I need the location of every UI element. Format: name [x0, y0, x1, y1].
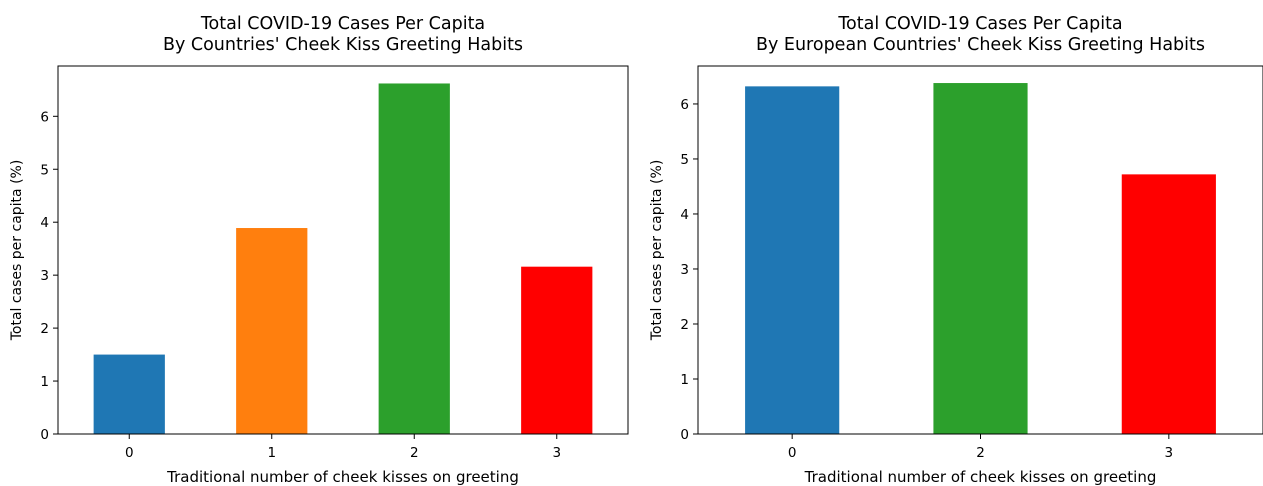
chart-title-line: Total COVID-19 Cases Per Capita: [837, 14, 1122, 34]
bar-3: [521, 266, 593, 434]
axes-frame: [697, 65, 1263, 435]
bar-2: [378, 83, 450, 434]
x-tick-label: 3: [1165, 445, 1174, 461]
chart-title-line: By European Countries' Cheek Kiss Greeti…: [756, 35, 1205, 55]
y-tick-label: 5: [680, 152, 689, 168]
y-tick-label: 2: [680, 317, 689, 333]
x-tick-label: 2: [410, 445, 419, 461]
bar-0: [745, 86, 840, 434]
y-tick-label: 6: [40, 109, 49, 125]
x-axis-label: Traditional number of cheek kisses on gr…: [804, 468, 1157, 486]
chart-title-line: By Countries' Cheek Kiss Greeting Habits: [163, 35, 523, 55]
y-tick-label: 1: [680, 372, 689, 388]
y-tick-label: 0: [40, 427, 49, 443]
y-tick-label: 3: [680, 262, 689, 278]
y-tick-label: 3: [40, 268, 49, 284]
x-tick-label: 2: [976, 445, 985, 461]
x-tick-label: 0: [125, 445, 134, 461]
y-tick-label: 1: [40, 374, 49, 390]
y-tick-label: 5: [40, 162, 49, 178]
y-axis-label: Total cases per capita (%): [649, 160, 665, 342]
x-tick-label: 1: [267, 445, 276, 461]
bar-0: [93, 354, 165, 434]
y-tick-label: 0: [680, 427, 689, 443]
y-axis-label: Total cases per capita (%): [9, 160, 25, 342]
x-tick-label: 0: [788, 445, 797, 461]
y-tick-label: 6: [680, 97, 689, 113]
bar-2: [933, 83, 1028, 435]
bar-1: [236, 228, 308, 434]
y-tick-label: 2: [40, 321, 49, 337]
y-tick-label: 4: [40, 215, 49, 231]
axes-frame: [57, 65, 629, 435]
x-axis-label: Traditional number of cheek kisses on gr…: [166, 468, 519, 486]
chart-title-line: Total COVID-19 Cases Per Capita: [200, 14, 485, 34]
bar-3: [1121, 174, 1216, 434]
y-tick-label: 4: [680, 207, 689, 223]
x-tick-label: 3: [552, 445, 561, 461]
